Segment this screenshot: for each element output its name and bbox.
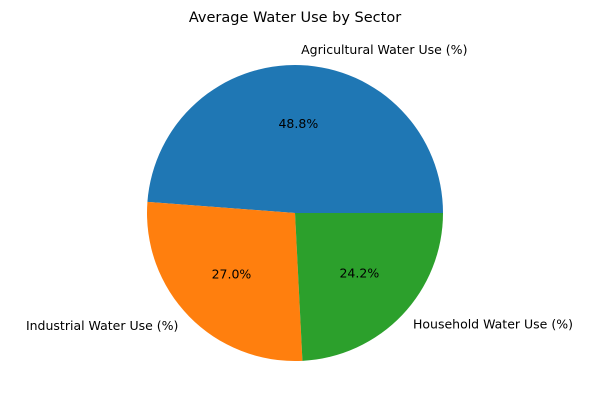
slice-label-household: Household Water Use (%) xyxy=(413,317,573,332)
pie-slice-household xyxy=(295,213,443,361)
slice-label-agricultural: Agricultural Water Use (%) xyxy=(301,42,467,57)
pie-slice-industrial xyxy=(147,201,303,361)
pie-labels: Agricultural Water Use (%) 48.8% Industria… xyxy=(26,42,573,333)
chart-title: Average Water Use by Sector xyxy=(189,10,401,26)
slice-percent-industrial: 27.0% xyxy=(212,266,252,281)
slice-percent-household: 24.2% xyxy=(339,266,379,281)
slice-label-industrial: Industrial Water Use (%) xyxy=(26,318,178,333)
slice-percent-agricultural: 48.8% xyxy=(278,116,318,131)
pie-slice-agricultural xyxy=(147,65,444,213)
pie-slices xyxy=(147,65,444,361)
